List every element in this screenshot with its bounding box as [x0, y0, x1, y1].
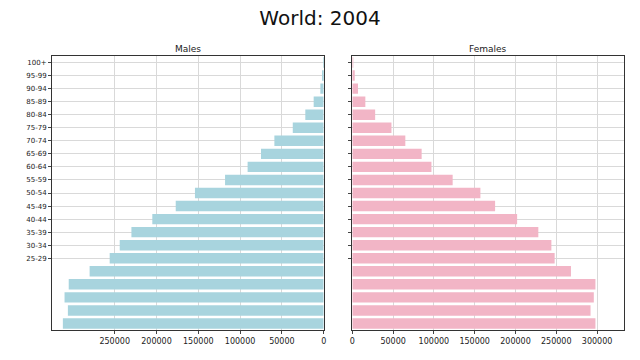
svg-text:100000: 100000: [419, 337, 450, 346]
svg-text:55-59: 55-59: [26, 176, 46, 184]
svg-text:40-44: 40-44: [26, 216, 47, 224]
svg-text:0: 0: [321, 337, 326, 346]
svg-text:100+: 100+: [27, 59, 46, 67]
svg-text:65-69: 65-69: [26, 150, 46, 158]
svg-text:60-64: 60-64: [26, 163, 47, 171]
svg-text:85-89: 85-89: [26, 98, 46, 106]
svg-text:25-29: 25-29: [26, 255, 46, 263]
svg-text:35-39: 35-39: [26, 229, 46, 237]
svg-text:0: 0: [350, 337, 355, 346]
svg-text:150000: 150000: [183, 337, 214, 346]
svg-text:Females: Females: [469, 44, 507, 54]
svg-text:Males: Males: [175, 44, 201, 54]
svg-text:250000: 250000: [99, 337, 130, 346]
svg-text:100000: 100000: [225, 337, 256, 346]
svg-text:90-94: 90-94: [26, 85, 47, 93]
svg-text:70-74: 70-74: [26, 137, 47, 145]
svg-text:50000: 50000: [269, 337, 294, 346]
svg-text:50000: 50000: [380, 337, 405, 346]
svg-text:80-84: 80-84: [26, 111, 47, 119]
svg-text:150000: 150000: [459, 337, 490, 346]
svg-text:World: 2004: World: 2004: [259, 6, 380, 30]
svg-text:45-49: 45-49: [26, 203, 46, 211]
svg-text:95-99: 95-99: [26, 72, 46, 80]
svg-text:200000: 200000: [500, 337, 531, 346]
svg-text:200000: 200000: [141, 337, 172, 346]
svg-text:75-79: 75-79: [26, 124, 46, 132]
svg-text:30-34: 30-34: [26, 242, 47, 250]
svg-text:300000: 300000: [582, 337, 613, 346]
svg-text:250000: 250000: [541, 337, 572, 346]
svg-text:50-54: 50-54: [26, 189, 47, 197]
